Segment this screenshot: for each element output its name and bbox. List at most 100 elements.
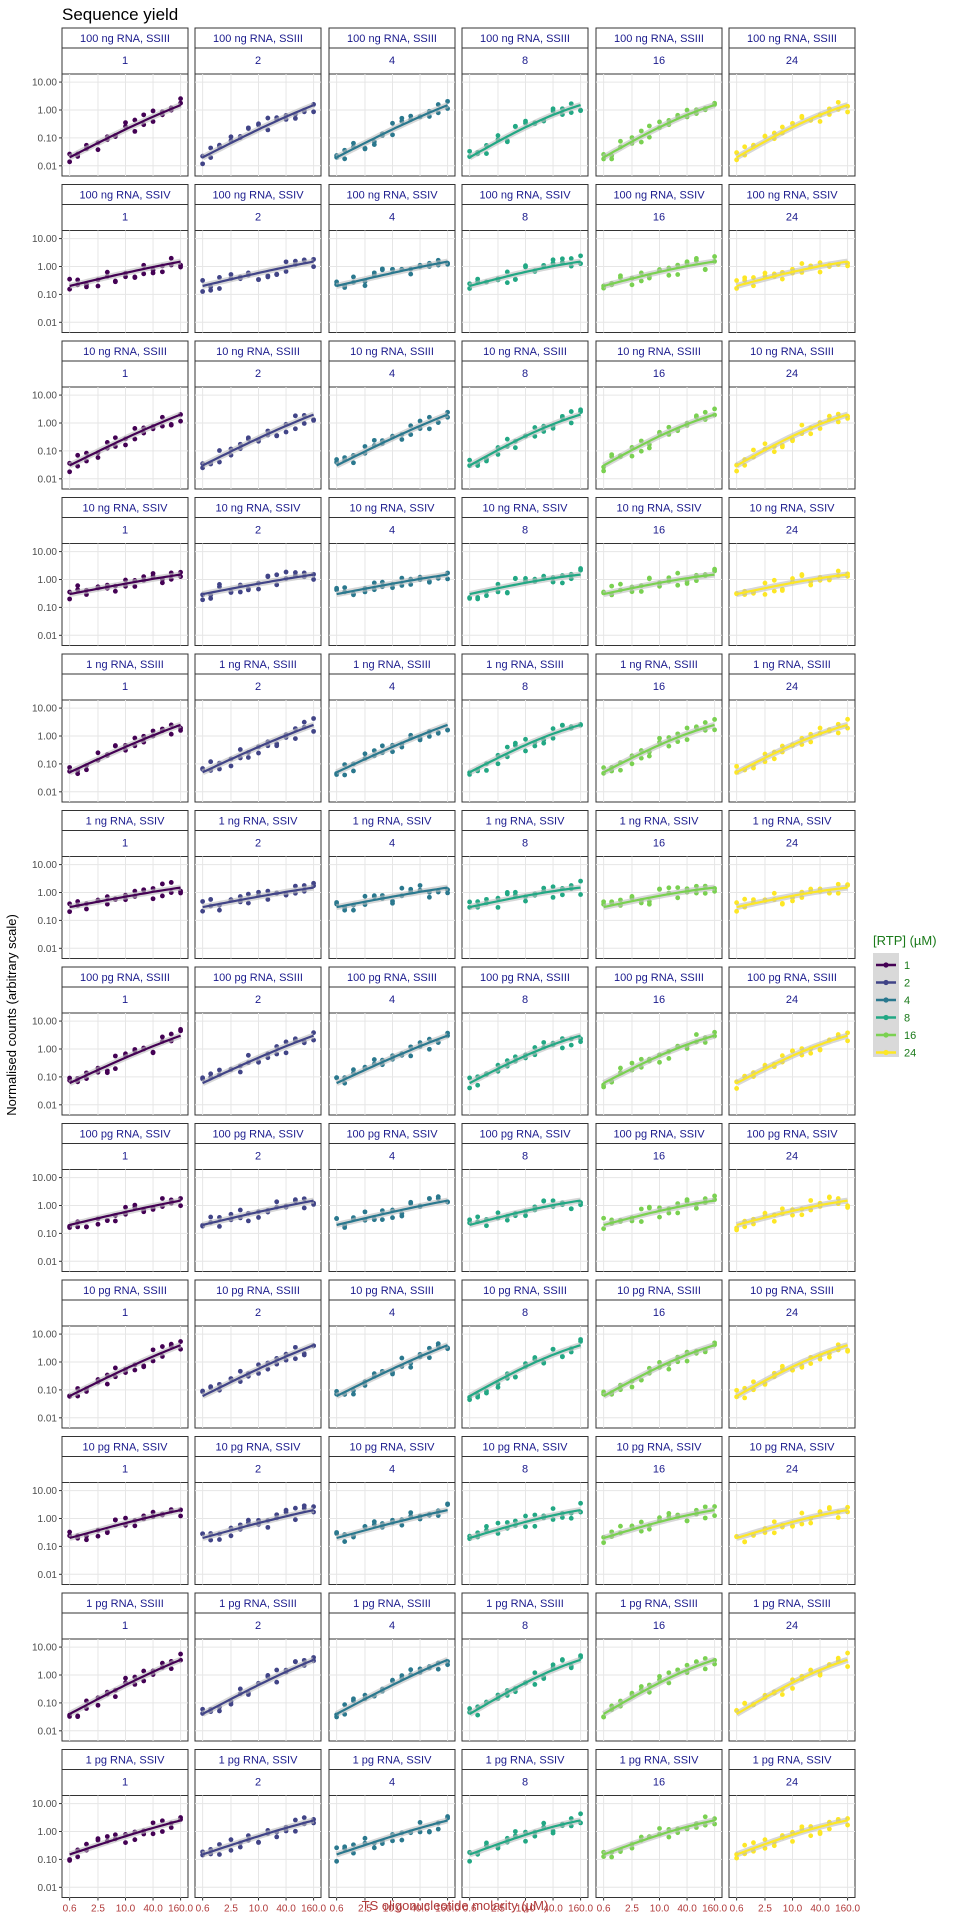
- data-point: [559, 722, 565, 728]
- data-point: [808, 1520, 814, 1526]
- data-point: [484, 151, 489, 156]
- x-tick-label: 0.6: [463, 1904, 477, 1915]
- data-point: [342, 156, 348, 162]
- data-point: [541, 1198, 547, 1204]
- facet-strip-rtp-label: 4: [389, 212, 395, 224]
- facet-strip-condition-label: 10 ng RNA, SSIII: [83, 346, 167, 358]
- data-point: [274, 1667, 280, 1673]
- x-tick-label: 0.6: [730, 1904, 744, 1915]
- data-point: [67, 909, 73, 915]
- data-point: [550, 1662, 556, 1668]
- data-point: [646, 576, 652, 582]
- facet-strip-condition-label: 100 ng RNA, SSIII: [347, 33, 437, 45]
- facet-strip-rtp: [194, 1612, 322, 1640]
- facet-strip-rtp: [595, 360, 723, 388]
- panel-background: [595, 543, 723, 646]
- data-point: [523, 1213, 528, 1219]
- data-point: [67, 1529, 73, 1535]
- smooth-trend-line: [202, 1034, 314, 1085]
- facet-strip-condition-label: 1 ng RNA, SSIV: [219, 816, 299, 828]
- data-point: [702, 1814, 708, 1820]
- facet-panel: 10 ng RNA, SSIV 16: [595, 497, 723, 646]
- facet-strip-rtp: [461, 517, 589, 544]
- smooth-trend-line: [603, 886, 715, 909]
- data-point: [150, 1820, 156, 1826]
- data-point: [712, 254, 717, 259]
- facet-strip-rtp-label: 24: [786, 1620, 798, 1632]
- facet-panel: 100 pg RNA, SSIII 24: [728, 966, 856, 1116]
- smooth-trend-line: [736, 573, 848, 596]
- data-point: [817, 1047, 823, 1053]
- data-point: [771, 449, 777, 455]
- data-point: [379, 267, 385, 273]
- smooth-trend-line: [336, 260, 448, 288]
- facet-strip-rtp: [728, 1456, 856, 1483]
- data-point: [835, 730, 841, 736]
- panel-background: [461, 856, 589, 959]
- facet-strip-condition-label: 100 pg RNA, SSIV: [746, 1129, 838, 1141]
- panel-background: [61, 73, 189, 177]
- smooth-trend-line: [336, 1199, 448, 1227]
- data-point: [362, 283, 368, 289]
- facet-strip-condition-label: 1 ng RNA, SSIII: [486, 659, 564, 671]
- data-point: [693, 413, 699, 419]
- panel-background: [194, 1638, 322, 1742]
- facet-strip-condition-label: 10 ng RNA, SSIII: [483, 346, 567, 358]
- x-tick-label: 2.5: [491, 1904, 505, 1915]
- data-point: [657, 1826, 662, 1831]
- y-tick-label: 10.00: [32, 1643, 57, 1654]
- facet-strip-condition-label: 100 pg RNA, SSIV: [212, 1129, 304, 1141]
- smooth-trend-line: [202, 1509, 314, 1540]
- x-tick-label: 160.0: [435, 1904, 460, 1915]
- data-point: [657, 735, 662, 741]
- data-point: [734, 1086, 740, 1091]
- facet-strip-rtp-label: 24: [786, 55, 798, 67]
- data-point: [150, 896, 156, 902]
- data-point: [609, 1854, 615, 1860]
- data-point: [208, 1214, 214, 1220]
- smooth-trend-line: [69, 723, 181, 774]
- facet-strip-rtp-label: 1: [122, 994, 128, 1006]
- data-point: [84, 906, 89, 912]
- facet-panel: 100 ng RNA, SSIV 24: [728, 184, 856, 333]
- facet-panel: 1 ng RNA, SSIV 24: [728, 810, 856, 959]
- facet-strip-rtp: [194, 1769, 322, 1796]
- facet-strip-condition-label: 100 ng RNA, SSIV: [212, 190, 304, 202]
- data-point: [217, 448, 222, 453]
- data-point: [104, 1218, 110, 1224]
- data-point: [245, 126, 251, 131]
- facet-strip-rtp: [328, 986, 456, 1014]
- data-point: [342, 585, 348, 591]
- smooth-trend-line: [603, 1509, 715, 1540]
- x-axis-title: TS oligonucleotide molarity (µM): [362, 1898, 549, 1913]
- x-tick-label: 10.0: [116, 1904, 136, 1915]
- data-point: [712, 1193, 717, 1199]
- facet-strip-rtp-label: 1: [122, 681, 128, 693]
- data-point: [779, 276, 785, 282]
- facet-strip-rtp-label: 2: [255, 55, 261, 67]
- data-point: [826, 1505, 832, 1510]
- facet-panel: 1 pg RNA, SSIV 4 0.6 2.5 10.0 40.0 160.0: [328, 1749, 461, 1915]
- data-point: [609, 452, 615, 458]
- y-tick-label: 0.01: [38, 161, 58, 172]
- y-tick-label: 0.10: [38, 1542, 58, 1553]
- data-point: [675, 582, 681, 588]
- smooth-trend-line: [736, 1658, 848, 1715]
- facet-strip-rtp-label: 24: [786, 1151, 798, 1163]
- smooth-trend-line: [336, 1819, 448, 1856]
- data-point: [256, 750, 261, 756]
- facet-strip-rtp-label: 2: [255, 1464, 261, 1476]
- facet-strip-rtp-label: 2: [255, 1307, 261, 1319]
- data-point: [523, 748, 528, 754]
- x-tick-label: 10.0: [783, 1904, 803, 1915]
- data-point: [742, 1395, 748, 1401]
- facet-strip-rtp-label: 4: [389, 368, 395, 380]
- data-point: [762, 441, 768, 447]
- facet-strip-condition-label: 1 pg RNA, SSIII: [86, 1598, 164, 1610]
- data-point: [112, 743, 118, 749]
- facet-strip-condition-label: 10 pg RNA, SSIV: [350, 1442, 436, 1454]
- facet-panel: 10 ng RNA, SSIII 24: [728, 340, 856, 490]
- smooth-trend-line: [736, 1199, 848, 1227]
- facet-strip-condition-label: 10 pg RNA, SSIII: [483, 1285, 567, 1297]
- facet-panel: 10 ng RNA, SSIV 4: [328, 497, 456, 646]
